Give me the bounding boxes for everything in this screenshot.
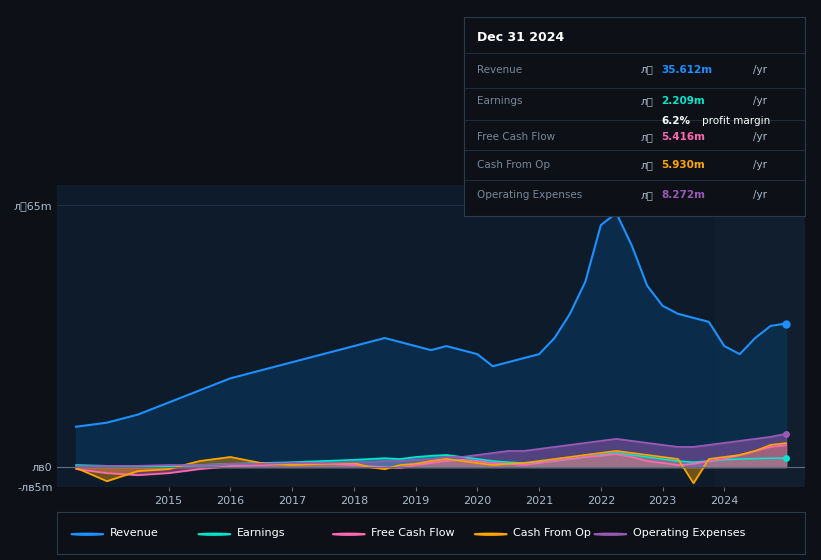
Text: Revenue: Revenue [110,529,158,538]
Text: Earnings: Earnings [478,96,523,106]
Text: л䌠: л䌠 [641,190,654,200]
Text: /yr: /yr [754,64,768,74]
Circle shape [71,533,103,535]
Text: 5.930m: 5.930m [662,160,705,170]
Text: /yr: /yr [754,132,768,142]
Text: Cash From Op: Cash From Op [513,529,591,538]
Text: 5.416m: 5.416m [662,132,705,142]
Text: л䌠: л䌠 [641,160,654,170]
Text: Dec 31 2024: Dec 31 2024 [478,31,565,44]
Bar [715,185,805,487]
Circle shape [475,533,507,535]
Text: profit margin: profit margin [702,116,771,126]
Circle shape [198,533,231,535]
Circle shape [333,533,365,535]
Text: 8.272m: 8.272m [662,190,705,200]
Circle shape [594,533,626,535]
Text: /yr: /yr [754,160,768,170]
Text: л䌠: л䌠 [641,96,654,106]
Text: 2.209m: 2.209m [662,96,705,106]
Text: Free Cash Flow: Free Cash Flow [371,529,455,538]
Text: Cash From Op: Cash From Op [478,160,551,170]
Text: Free Cash Flow: Free Cash Flow [478,132,556,142]
Text: 35.612m: 35.612m [662,64,713,74]
Text: Operating Expenses: Operating Expenses [478,190,583,200]
Text: Operating Expenses: Operating Expenses [633,529,745,538]
Text: 6.2%: 6.2% [662,116,690,126]
Text: Earnings: Earnings [236,529,285,538]
Text: /yr: /yr [754,96,768,106]
Text: л䌠: л䌠 [641,64,654,74]
Text: /yr: /yr [754,190,768,200]
Text: Revenue: Revenue [478,64,523,74]
Text: л䌠: л䌠 [641,132,654,142]
